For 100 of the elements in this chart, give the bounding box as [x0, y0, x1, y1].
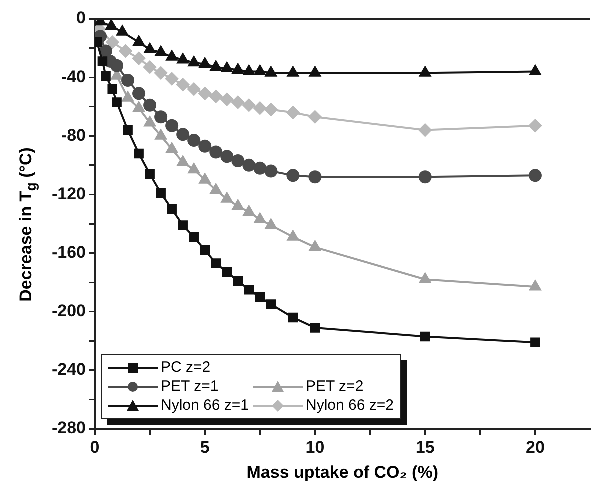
point — [530, 65, 542, 76]
point — [232, 154, 245, 168]
point — [530, 338, 540, 348]
point — [254, 102, 267, 115]
point — [243, 206, 255, 216]
point — [210, 146, 223, 159]
point — [116, 26, 128, 36]
point — [232, 64, 244, 74]
y-tick-label: 0 — [76, 8, 86, 28]
point — [211, 258, 222, 268]
point — [166, 142, 178, 154]
point — [265, 218, 277, 230]
point — [133, 102, 145, 112]
point — [189, 232, 199, 242]
point — [222, 267, 232, 278]
point — [420, 66, 432, 77]
legend-label: PET z=2 — [306, 377, 364, 396]
point — [188, 56, 200, 67]
point — [287, 66, 299, 77]
point — [154, 110, 168, 124]
x-tick-label: 0 — [90, 438, 100, 457]
point — [144, 116, 156, 127]
point — [243, 65, 255, 76]
point — [199, 58, 211, 68]
point — [119, 44, 132, 58]
point — [221, 62, 233, 73]
point — [166, 50, 178, 61]
x-tick-label: 5 — [200, 438, 210, 457]
point — [210, 60, 222, 72]
point — [210, 184, 222, 194]
point — [106, 20, 118, 30]
point — [154, 66, 168, 80]
point — [112, 98, 122, 108]
point — [308, 170, 322, 184]
y-tick-label: -40 — [61, 67, 86, 86]
point — [232, 96, 245, 109]
point — [167, 204, 177, 214]
legend-label: PET z=1 — [161, 377, 219, 396]
legend-label: Nylon 66 z=1 — [161, 396, 249, 415]
point — [132, 52, 146, 66]
point — [255, 292, 266, 302]
point — [233, 276, 244, 286]
point — [287, 230, 299, 241]
point — [133, 36, 145, 46]
point — [198, 87, 212, 100]
point — [177, 156, 189, 166]
point — [134, 148, 144, 159]
point — [166, 72, 179, 86]
point — [145, 169, 155, 180]
point — [286, 169, 300, 182]
point — [254, 213, 266, 224]
x-axis-title: Mass uptake of CO₂ (%) — [246, 463, 438, 483]
y-tick-label: -120 — [52, 184, 86, 204]
point — [286, 106, 300, 120]
point — [264, 164, 278, 178]
point — [244, 285, 254, 295]
point — [166, 119, 179, 132]
point — [144, 43, 156, 54]
legend-label: PC z=2 — [161, 358, 211, 377]
point — [101, 71, 111, 81]
point — [176, 128, 190, 142]
point — [110, 59, 124, 72]
point — [265, 66, 277, 77]
point — [132, 87, 146, 100]
y-tick-label: -160 — [52, 242, 86, 262]
point — [288, 312, 298, 323]
point — [144, 60, 157, 74]
point — [123, 125, 133, 136]
point — [310, 323, 320, 333]
point — [254, 162, 267, 175]
point — [155, 130, 167, 140]
point — [220, 150, 234, 164]
point — [144, 98, 157, 112]
point — [155, 46, 167, 56]
point — [177, 54, 189, 64]
point — [232, 200, 244, 210]
point — [420, 273, 432, 284]
point — [188, 82, 201, 96]
point — [200, 245, 210, 256]
point — [220, 93, 234, 106]
point — [98, 56, 108, 66]
point — [188, 163, 200, 174]
point — [254, 65, 266, 76]
legend-label: Nylon 66 z=2 — [306, 396, 394, 415]
point — [242, 98, 256, 112]
point — [418, 124, 432, 137]
point — [122, 92, 134, 102]
point — [176, 78, 190, 92]
point — [264, 103, 278, 116]
point — [309, 66, 321, 77]
y-tick-label: -280 — [52, 418, 86, 438]
point — [188, 134, 201, 148]
x-tick-label: 20 — [526, 438, 545, 457]
x-tick-label: 10 — [306, 438, 325, 457]
y-tick-label: -240 — [52, 360, 86, 380]
point — [108, 84, 118, 94]
point — [106, 36, 120, 49]
point — [530, 280, 542, 291]
point — [122, 74, 135, 87]
point — [528, 119, 542, 132]
